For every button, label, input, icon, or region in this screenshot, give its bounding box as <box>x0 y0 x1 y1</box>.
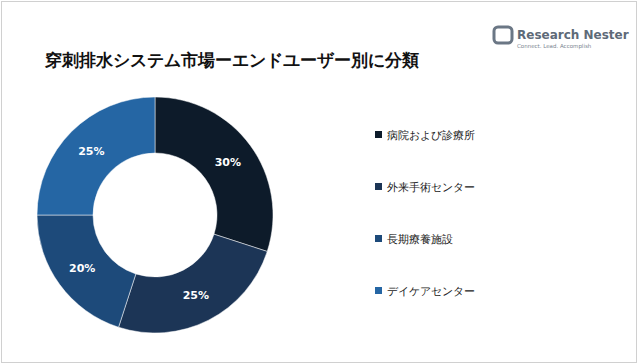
legend-item: 病院および診療所 <box>375 129 475 142</box>
title: 穿刺排水システム市場ーエンドユーザー別に分類 <box>44 50 419 70</box>
logo-tagline: Connect. Lead. Accomplish <box>517 43 592 50</box>
legend-swatch <box>375 287 382 294</box>
legend-label: 病院および診療所 <box>387 129 475 142</box>
legend: 病院および診療所外来手術センター長期療養施設デイケアセンター <box>375 129 475 298</box>
legend-label: デイケアセンター <box>387 285 475 298</box>
legend-swatch <box>375 131 382 138</box>
legend-label: 外来手術センター <box>387 181 475 194</box>
slice <box>155 97 273 251</box>
legend-item: デイケアセンター <box>375 285 475 298</box>
donut <box>37 97 273 333</box>
frame <box>2 2 637 363</box>
slice <box>37 215 136 327</box>
data-labels: 30% 25% 20% 25% <box>69 145 241 302</box>
slice <box>37 97 155 215</box>
logo: Research NesterConnect. Lead. Accomplish <box>494 27 629 50</box>
legend-swatch <box>375 235 382 242</box>
legend-swatch <box>375 183 382 190</box>
data-label: 25% <box>183 289 209 302</box>
logo-icon <box>494 27 512 43</box>
logo-text: Research Nester <box>517 28 629 42</box>
data-label: 20% <box>69 262 95 275</box>
legend-label: 長期療養施設 <box>387 233 453 246</box>
legend-item: 外来手術センター <box>375 181 475 194</box>
data-label: 25% <box>78 145 104 158</box>
legend-item: 長期療養施設 <box>375 233 453 246</box>
slice <box>119 234 268 333</box>
data-label: 30% <box>215 156 241 169</box>
